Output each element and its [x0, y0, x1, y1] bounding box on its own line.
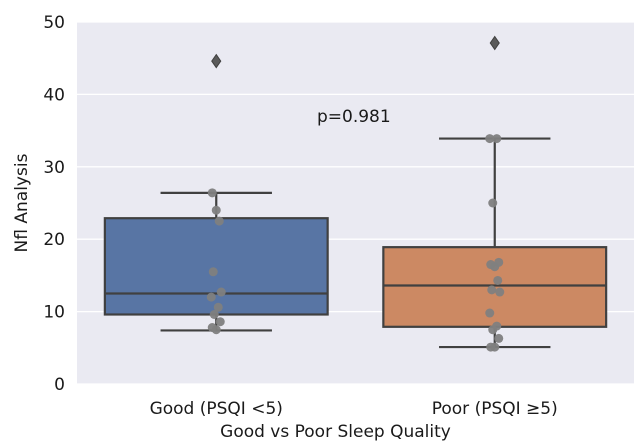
- data-point-1-5: [485, 308, 495, 318]
- y-tick-label-20: 20: [43, 230, 65, 250]
- data-point-1-12: [488, 198, 498, 208]
- y-axis-label: Nfl Analysis: [12, 153, 32, 252]
- data-points: [206, 134, 505, 352]
- x-tick-label-1: Poor (PSQI ≥5): [432, 399, 558, 419]
- data-point-0-8: [214, 216, 224, 226]
- y-axis-ticks: 0 10 20 30 40 50: [43, 13, 65, 395]
- data-point-1-13: [492, 134, 502, 144]
- data-point-0-9: [211, 205, 221, 215]
- data-point-1-8: [493, 275, 503, 285]
- data-point-1-1: [486, 342, 496, 352]
- outlier-marker-0: [489, 35, 500, 51]
- data-point-1-10: [486, 260, 496, 270]
- y-tick-label-40: 40: [43, 85, 65, 105]
- data-point-1-4: [492, 321, 502, 331]
- y-tick-label-0: 0: [54, 375, 65, 395]
- data-point-0-6: [216, 287, 226, 297]
- x-tick-label-0: Good (PSQI <5): [150, 399, 283, 419]
- data-point-1-7: [487, 285, 497, 295]
- data-point-0-5: [206, 292, 216, 302]
- y-tick-label-10: 10: [43, 303, 65, 323]
- y-tick-label-50: 50: [43, 13, 65, 33]
- data-point-1-11: [494, 257, 504, 267]
- outlier-marker-0: [211, 53, 222, 69]
- data-point-0-4: [213, 302, 223, 312]
- data-point-1-2: [494, 333, 504, 343]
- x-axis-label: Good vs Poor Sleep Quality: [220, 422, 451, 441]
- iqr-box: [103, 217, 329, 316]
- data-point-0-2: [215, 317, 225, 327]
- p-value-annotation: p=0.981: [317, 107, 391, 127]
- x-axis-ticks: Good (PSQI <5) Poor (PSQI ≥5): [150, 399, 558, 419]
- data-point-0-7: [208, 267, 218, 277]
- data-point-1-14: [485, 134, 495, 144]
- y-tick-label-30: 30: [43, 158, 65, 178]
- data-point-1-6: [495, 287, 505, 297]
- data-point-0-10: [207, 188, 217, 198]
- data-point-0-3: [209, 309, 219, 319]
- data-point-0-1: [207, 323, 217, 333]
